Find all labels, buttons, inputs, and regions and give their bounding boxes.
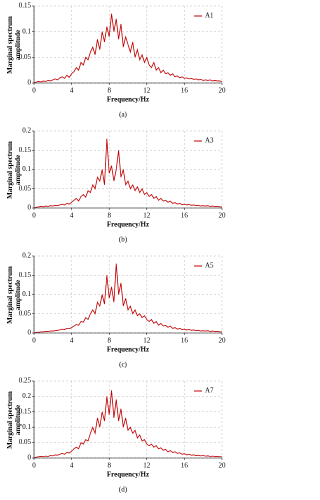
x-tick-label: 8 — [107, 462, 111, 470]
x-tick-label: 12 — [143, 462, 151, 470]
y-tick-label: 0.15 — [19, 407, 32, 415]
y-tick-label: 0.1 — [22, 27, 31, 35]
x-tick-label: 20 — [219, 87, 227, 95]
y-tick-label: 0.15 — [19, 146, 32, 154]
x-axis-label: Frequency/Hz — [107, 221, 149, 229]
x-tick-label: 0 — [32, 462, 36, 470]
x-tick-label: 16 — [181, 462, 189, 470]
x-tick-label: 4 — [70, 462, 74, 470]
y-tick-label: 0.2 — [22, 392, 31, 400]
x-tick-label: 8 — [107, 212, 111, 220]
x-tick-label: 0 — [32, 87, 36, 95]
y-tick-label: 0.05 — [19, 309, 32, 317]
caption: (c) — [119, 361, 127, 369]
y-tick-label: 0.05 — [19, 184, 32, 192]
y-tick-label: 0.1 — [22, 290, 31, 298]
legend-label: A5 — [205, 262, 214, 270]
y-tick-label: 0.05 — [19, 53, 32, 61]
x-tick-label: 20 — [219, 462, 227, 470]
y-tick-label: 0.15 — [19, 2, 32, 10]
x-tick-label: 4 — [70, 87, 74, 95]
x-tick-label: 20 — [219, 212, 227, 220]
x-tick-label: 12 — [143, 212, 151, 220]
y-axis-label: Marginal spectrum amplitude — [6, 15, 22, 74]
y-tick-label: 0.15 — [19, 271, 32, 279]
spectrum-line — [33, 263, 222, 334]
x-tick-label: 4 — [70, 212, 74, 220]
x-tick-label: 8 — [107, 337, 111, 345]
x-tick-label: 0 — [32, 212, 36, 220]
x-tick-label: 20 — [219, 337, 227, 345]
x-tick-label: 16 — [181, 87, 189, 95]
spectrum-line — [33, 390, 222, 459]
x-tick-label: 16 — [181, 337, 189, 345]
caption: (d) — [119, 486, 128, 494]
y-axis-label: Marginal spectrum amplitude — [6, 390, 22, 449]
x-tick-label: 0 — [32, 337, 36, 345]
x-tick-label: 16 — [181, 212, 189, 220]
spectrum-line — [33, 13, 223, 84]
x-tick-label: 4 — [70, 337, 74, 345]
y-tick-label: 0.1 — [22, 423, 31, 431]
spectrum-line — [33, 138, 222, 209]
y-tick-label: 0.05 — [19, 438, 32, 446]
y-tick-label: 0 — [28, 454, 32, 462]
y-tick-label: 0.25 — [19, 377, 32, 385]
legend-label: A1 — [205, 12, 214, 20]
x-axis-label: Frequency/Hz — [107, 346, 149, 354]
legend-label: A3 — [205, 137, 214, 145]
y-axis-label: Marginal spectrum amplitude — [6, 265, 22, 324]
y-tick-label: 0 — [28, 204, 32, 212]
y-tick-label: 0.2 — [22, 127, 31, 135]
y-tick-label: 0 — [28, 329, 32, 337]
figure: 0 0.05 0.1 0.15 0 4 8 12 16 20 Frequency/Hz (a) A1 0 0… — [6, 2, 227, 494]
legend-label: A7 — [205, 387, 214, 395]
y-tick-label: 0.2 — [22, 252, 31, 260]
caption: (a) — [119, 111, 127, 119]
caption: (b) — [119, 236, 128, 244]
x-axis-label: Frequency/Hz — [107, 96, 149, 104]
x-tick-label: 8 — [107, 87, 111, 95]
x-tick-label: 12 — [143, 337, 151, 345]
x-tick-label: 12 — [143, 87, 151, 95]
y-tick-label: 0.1 — [22, 165, 31, 173]
chart: 00.050.10.150 4 8 12 16 20Frequency/Hz(a)A100… — [19, 2, 227, 494]
x-axis-label: Frequency/Hz — [107, 471, 149, 479]
y-tick-label: 0 — [28, 79, 32, 87]
y-axis-label: Marginal spectrum amplitude — [6, 140, 22, 199]
